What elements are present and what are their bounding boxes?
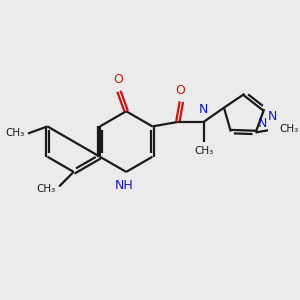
Text: CH₃: CH₃ (194, 146, 213, 156)
Text: O: O (113, 73, 123, 86)
Text: N: N (258, 117, 268, 130)
Text: NH: NH (115, 179, 134, 193)
Text: O: O (176, 84, 185, 98)
Text: N: N (199, 103, 208, 116)
Text: CH₃: CH₃ (279, 124, 298, 134)
Text: CH₃: CH₃ (37, 184, 56, 194)
Text: CH₃: CH₃ (5, 128, 25, 139)
Text: N: N (268, 110, 277, 123)
